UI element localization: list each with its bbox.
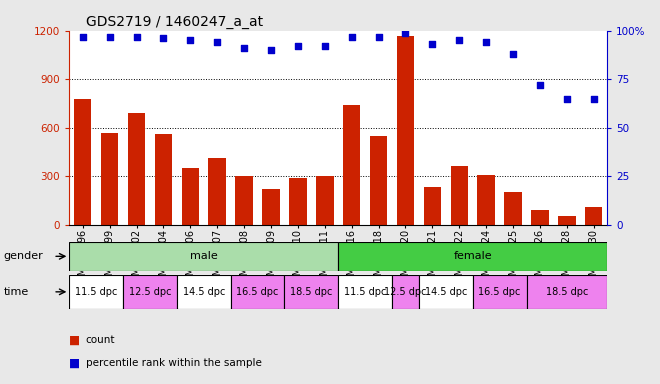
Bar	[338, 242, 607, 271]
Point	[400, 30, 411, 36]
Point	[266, 47, 277, 53]
Point	[535, 82, 545, 88]
Point	[185, 37, 195, 43]
Bar	[209, 158, 226, 225]
Point	[481, 39, 492, 45]
Text: 11.5 dpc: 11.5 dpc	[75, 287, 117, 297]
Point	[374, 33, 384, 40]
Bar	[177, 275, 231, 309]
Bar	[338, 275, 392, 309]
Text: female: female	[453, 251, 492, 262]
Point	[589, 96, 599, 102]
Text: 16.5 dpc: 16.5 dpc	[236, 287, 279, 297]
Text: percentile rank within the sample: percentile rank within the sample	[86, 358, 261, 368]
Bar	[392, 275, 419, 309]
Bar	[527, 275, 607, 309]
Bar	[316, 176, 333, 225]
Point	[292, 43, 303, 49]
Text: 16.5 dpc: 16.5 dpc	[478, 287, 521, 297]
Point	[212, 39, 222, 45]
Text: 18.5 dpc: 18.5 dpc	[546, 287, 588, 297]
Bar	[397, 36, 414, 225]
Point	[427, 41, 438, 47]
Bar	[504, 192, 522, 225]
Bar	[262, 189, 280, 225]
Bar	[477, 175, 495, 225]
Bar	[343, 105, 360, 225]
Point	[104, 33, 115, 40]
Bar	[558, 216, 576, 225]
Point	[77, 33, 88, 40]
Point	[562, 96, 572, 102]
Bar	[74, 99, 92, 225]
Bar	[531, 210, 548, 225]
Point	[508, 51, 518, 57]
Bar	[69, 242, 338, 271]
Bar	[370, 136, 387, 225]
Bar	[154, 134, 172, 225]
Text: GDS2719 / 1460247_a_at: GDS2719 / 1460247_a_at	[86, 15, 263, 29]
Text: time: time	[3, 287, 28, 297]
Point	[158, 35, 169, 41]
Bar	[419, 275, 473, 309]
Point	[346, 33, 357, 40]
Bar	[123, 275, 177, 309]
Bar	[128, 113, 145, 225]
Text: ■: ■	[69, 356, 81, 369]
Text: 12.5 dpc: 12.5 dpc	[129, 287, 171, 297]
Text: gender: gender	[3, 251, 43, 262]
Point	[131, 33, 142, 40]
Point	[454, 37, 465, 43]
Bar	[182, 168, 199, 225]
Point	[319, 43, 330, 49]
Bar	[585, 207, 603, 225]
Text: ■: ■	[69, 333, 81, 346]
Point	[239, 45, 249, 51]
Text: male: male	[190, 251, 218, 262]
Bar	[424, 187, 441, 225]
Text: 14.5 dpc: 14.5 dpc	[424, 287, 467, 297]
Bar	[69, 275, 123, 309]
Text: 11.5 dpc: 11.5 dpc	[344, 287, 386, 297]
Bar	[284, 275, 338, 309]
Bar	[231, 275, 284, 309]
Bar	[451, 167, 468, 225]
Bar	[289, 178, 307, 225]
Text: 12.5 dpc: 12.5 dpc	[384, 287, 427, 297]
Text: count: count	[86, 335, 115, 345]
Text: 18.5 dpc: 18.5 dpc	[290, 287, 333, 297]
Bar	[236, 176, 253, 225]
Bar	[101, 132, 118, 225]
Bar	[473, 275, 527, 309]
Text: 14.5 dpc: 14.5 dpc	[183, 287, 225, 297]
